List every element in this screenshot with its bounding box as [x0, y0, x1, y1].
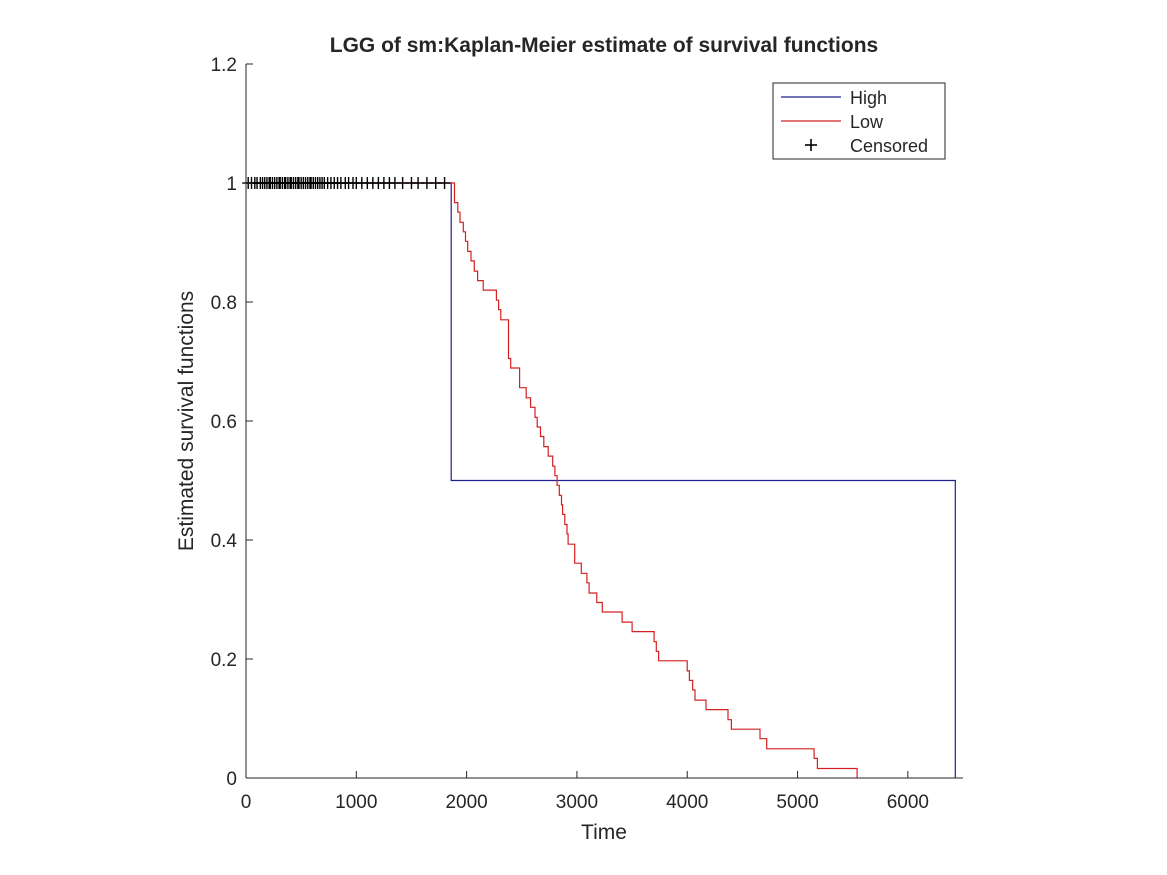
x-axis-ticks: 0 1000 2000 3000 4000 5000 6000: [241, 771, 929, 813]
x-axis-label: Time: [581, 821, 627, 844]
y-tick-label: 1.2: [211, 55, 237, 76]
x-tick-label: 5000: [776, 792, 818, 813]
x-tick-label: 6000: [887, 792, 929, 813]
x-tick-label: 4000: [666, 792, 708, 813]
y-tick-label: 0: [226, 769, 237, 790]
y-tick-label: 0.6: [211, 412, 237, 433]
censored-marker: [438, 177, 451, 189]
y-tick-label: 1: [226, 174, 237, 195]
y-axis-label: Estimated survival functions: [175, 291, 198, 551]
x-tick-label: 2000: [445, 792, 487, 813]
x-tick-label: 0: [241, 792, 252, 813]
chart-title: LGG of sm:Kaplan-Meier estimate of survi…: [330, 34, 878, 57]
plot-area: [246, 64, 963, 778]
x-tick-label: 1000: [335, 792, 377, 813]
y-tick-label: 0.4: [211, 531, 238, 552]
series-line-low: [246, 182, 858, 778]
legend-censored-marker: [805, 139, 817, 151]
y-axis-ticks: 0 0.2 0.4 0.6 0.8 1 1.2: [211, 55, 253, 790]
censored-markers: [242, 177, 451, 189]
legend-label-low: Low: [850, 112, 884, 132]
y-tick-label: 0.2: [211, 650, 237, 671]
y-tick-label: 0.8: [211, 293, 237, 314]
legend-label-high: High: [850, 88, 887, 108]
x-tick-label: 3000: [556, 792, 598, 813]
legend: High Low Censored: [772, 82, 946, 160]
legend-label-censored: Censored: [850, 136, 928, 156]
